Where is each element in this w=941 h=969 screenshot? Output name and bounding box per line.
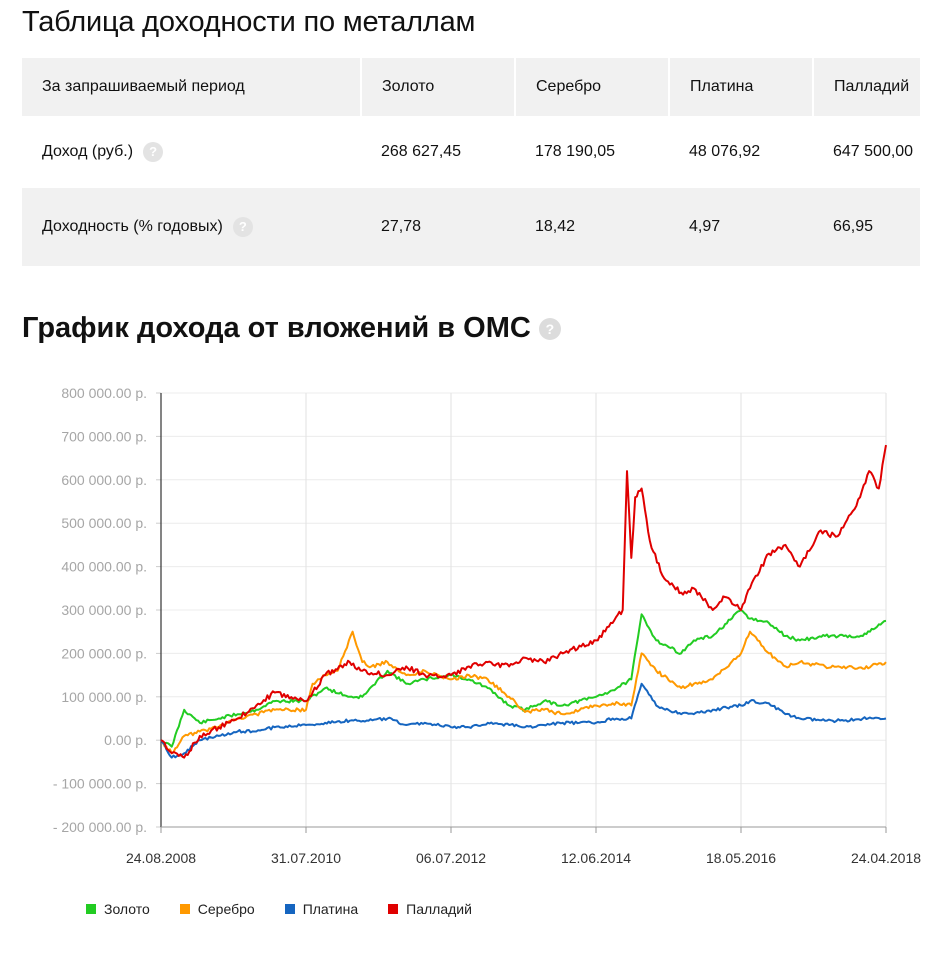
y-tick-label: 800 000.00 р. [61,385,147,401]
legend-swatch [86,904,96,914]
yield-table: За запрашиваемый период Золото Серебро П… [22,58,920,266]
y-tick-label: 100 000.00 р. [61,689,147,705]
legend-label: Платина [302,901,359,917]
y-tick-label: - 100 000.00 р. [53,776,147,792]
x-tick-label: 24.04.2018 [851,850,921,866]
y-tick-label: 700 000.00 р. [61,428,147,444]
y-tick-label: 600 000.00 р. [61,472,147,488]
legend-label: Золото [104,901,150,917]
table-cell: 268 627,45 [361,116,515,188]
series-line [160,682,887,759]
row-label: Доход (руб.) [42,143,134,161]
help-icon[interactable]: ? [143,142,164,162]
y-tick-label: 0.00 р. [104,732,147,748]
y-tick-label: 200 000.00 р. [61,645,147,661]
help-icon[interactable]: ? [232,217,253,237]
table-cell: 66,95 [813,188,920,266]
y-tick-label: - 200 000.00 р. [53,819,147,835]
table-header-gold: Золото [360,58,515,116]
x-tick-label: 12.06.2014 [561,850,631,866]
row-label: Доходность (% годовых) [42,218,223,236]
legend-swatch [179,904,190,914]
x-tick-label: 31.07.2010 [271,850,341,866]
chart-title-text: График дохода от вложений в ОМС [22,312,531,344]
chart-title: График дохода от вложений в ОМС? [22,312,561,345]
table-cell: 18,42 [515,188,669,266]
income-chart: 800 000.00 р. 700 000.00 р. 600 000.00 р. 5… [53,385,921,866]
table-row: Доходность (% годовых)? 27,78 18,42 4,97… [22,188,920,266]
table-cell: 647 500,00 [813,116,920,188]
row-label-cell: Доходность (% годовых)? [22,188,361,266]
table-row: Доход (руб.)? 268 627,45 178 190,05 48 0… [22,116,920,188]
table-header-row: За запрашиваемый период Золото Серебро П… [22,58,920,116]
table-header-palladium: Палладий [812,58,920,116]
legend-label: Серебро [197,901,255,917]
x-tick-label: 06.07.2012 [416,850,486,866]
legend-item[interactable]: Платина [284,901,359,917]
x-tick-label: 18.05.2016 [706,850,776,866]
series-line [160,609,887,748]
legend-item[interactable]: Золото [86,901,150,917]
series-line [160,630,887,755]
legend-item[interactable]: Серебро [179,901,255,917]
table-header-period: За запрашиваемый период [22,58,361,116]
table-header-silver: Серебро [514,58,669,116]
series-line [160,444,887,759]
y-tick-label: 400 000.00 р. [61,559,147,575]
help-icon[interactable]: ? [538,318,561,340]
chart-legend: Золото Серебро Платина Палладий [86,901,502,917]
table-cell: 27,78 [361,188,515,266]
table-header-platinum: Платина [668,58,813,116]
row-label-cell: Доход (руб.)? [22,116,361,188]
legend-swatch [388,904,399,914]
legend-item[interactable]: Палладий [388,901,472,917]
legend-swatch [284,904,295,914]
y-tick-label: 500 000.00 р. [61,515,147,531]
legend-label: Палладий [406,901,472,917]
page-title: Таблица доходности по металлам [22,6,476,38]
table-cell: 48 076,92 [669,116,813,188]
table-cell: 4,97 [669,188,813,266]
y-tick-label: 300 000.00 р. [61,602,147,618]
table-cell: 178 190,05 [515,116,669,188]
x-tick-label: 24.08.2008 [126,850,196,866]
